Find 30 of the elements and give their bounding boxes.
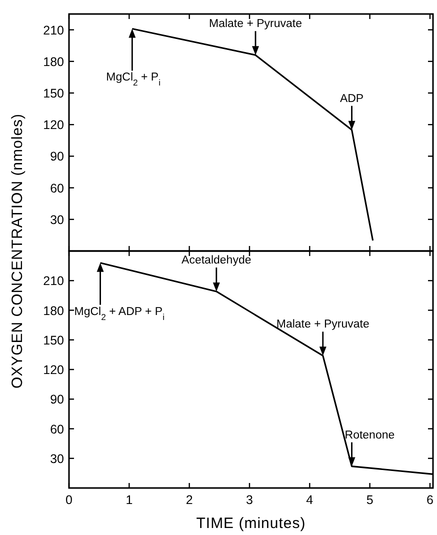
y-tick-label: 60 — [50, 181, 64, 196]
annotation: Acetaldehyde — [182, 254, 252, 266]
x-tick-label: 6 — [426, 493, 434, 507]
y-tick-label: 180 — [43, 304, 64, 318]
x-tick-label: 2 — [186, 493, 193, 507]
y-tick-label: 210 — [43, 274, 64, 288]
x-tick-label: 1 — [126, 493, 133, 507]
y-tick-label: 150 — [43, 333, 64, 348]
y-tick-label: 60 — [50, 422, 64, 436]
y-tick-label: 30 — [50, 212, 64, 227]
x-tick-label: 5 — [366, 493, 374, 507]
annotation: MgCl$_{2}$ + ADP + P$_{i}$ — [74, 306, 165, 322]
y-tick-label: 150 — [43, 86, 64, 100]
y-tick-label: 120 — [43, 118, 64, 132]
y-tick-label: 30 — [50, 452, 64, 466]
x-tick-label: 0 — [66, 493, 73, 507]
annotation: Malate + Pyruvate — [209, 18, 302, 30]
y-tick-label: 210 — [43, 23, 64, 38]
y-axis-title: OXYGEN CONCENTRATION (nmoles) — [9, 113, 26, 389]
y-tick-label: 180 — [43, 54, 64, 69]
annotation: ADP — [340, 92, 364, 105]
x-tick-label: 4 — [306, 493, 314, 507]
x-axis-title: TIME (minutes) — [196, 515, 306, 532]
y-tick-label: 90 — [50, 392, 64, 407]
y-tick-label: 120 — [43, 363, 64, 377]
x-tick-label: 3 — [246, 493, 254, 507]
annotation: Rotenone — [344, 429, 395, 442]
annotation: MgCl$_{2}$ + P$_{i}$ — [106, 72, 161, 88]
y-tick-label: 90 — [50, 150, 64, 164]
annotation: Malate + Pyruvate — [276, 318, 370, 331]
